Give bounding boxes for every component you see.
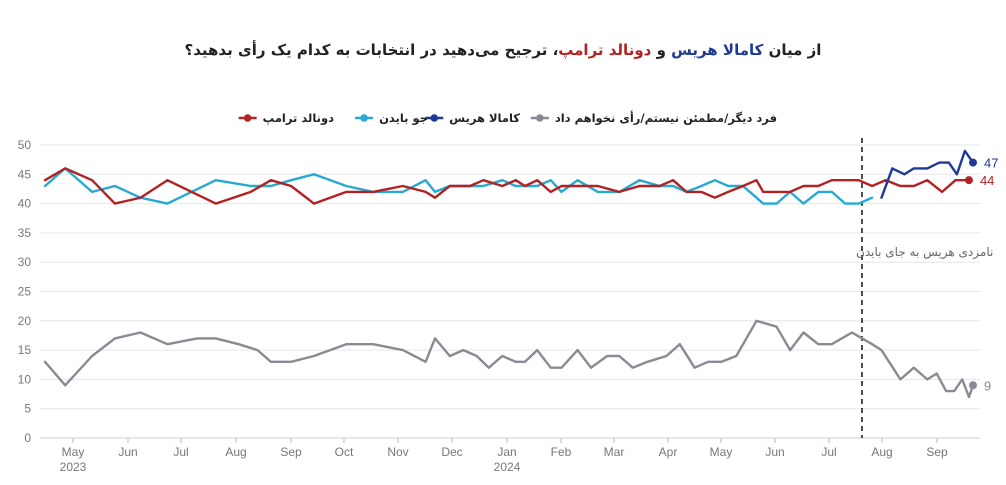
legend: فرد دیگر/مطمئن نیستم/رأی نخواهم داد کامال… <box>238 110 777 126</box>
x-tick-label: Mar <box>604 445 625 459</box>
x-tick-label: Jul <box>821 445 836 459</box>
x-tick-label: Aug <box>871 445 892 459</box>
y-tick-label: 15 <box>18 343 32 357</box>
chart-title: از میان کامالا هریس و دونالد ترامپ، ترجی… <box>185 40 822 59</box>
legend-item-1: جو بایدن <box>355 111 428 126</box>
x-tick-label: Feb <box>551 445 572 459</box>
x-tick-label: Dec <box>441 445 462 459</box>
x-tick-label: May <box>710 445 733 459</box>
x-tick-label: Sep <box>280 445 302 459</box>
legend-swatch-dot <box>430 114 439 122</box>
x-tick-label: Oct <box>335 445 354 459</box>
title-part-1: کامالا هریس <box>671 41 764 59</box>
legend-item-2: کامالا هریس <box>425 111 520 125</box>
x-tick-label: Jul <box>173 445 188 459</box>
legend-item-0: دونالد ترامپ <box>238 111 334 126</box>
legend-label: دونالد ترامپ <box>263 111 334 126</box>
annotation-layer: نامزدی هریس به جای بایدن <box>856 138 993 438</box>
y-tick-label: 20 <box>18 314 32 328</box>
y-tick-label: 50 <box>18 138 32 152</box>
x-tick-label: Aug <box>225 445 246 459</box>
series-layer <box>43 149 977 399</box>
y-tick-label: 10 <box>18 372 32 386</box>
legend-item-3: فرد دیگر/مطمئن نیستم/رأی نخواهم داد <box>530 110 777 126</box>
legend-label: فرد دیگر/مطمئن نیستم/رأی نخواهم داد <box>555 110 777 126</box>
x-tick-label: Apr <box>659 445 678 459</box>
y-tick-label: 5 <box>24 402 31 416</box>
y-tick-label: 35 <box>18 226 32 240</box>
x-tick-label: Jan <box>497 445 516 459</box>
title-part-3: دونالد ترامپ <box>558 41 651 59</box>
x-year-label: 2024 <box>494 460 521 474</box>
x-tick-label: Jun <box>765 445 784 459</box>
legend-label: کامالا هریس <box>449 111 520 125</box>
y-tick-label: 0 <box>24 431 31 445</box>
series-line-2 <box>880 149 975 199</box>
series-end-label-2: 47 <box>984 156 998 171</box>
y-tick-label: 30 <box>18 255 32 269</box>
series-line-3 <box>43 319 975 399</box>
legend-swatch-dot <box>536 114 544 122</box>
x-tick-label: Jun <box>118 445 137 459</box>
annotation-label: نامزدی هریس به جای بایدن <box>856 245 993 260</box>
x-year-label: 2023 <box>60 460 87 474</box>
x-tick-label: Nov <box>387 445 408 459</box>
title-part-0: از میان <box>763 41 821 59</box>
legend-swatch-dot <box>360 114 368 122</box>
y-tick-label: 25 <box>18 285 32 299</box>
x-tick-label: May <box>62 445 85 459</box>
title-part-2: و <box>651 41 671 59</box>
series-end-label-0: 44 <box>980 173 994 188</box>
y-tick-label: 45 <box>18 167 32 181</box>
end-labels: 9 44 47 <box>980 156 999 394</box>
series-end-label-3: 9 <box>984 378 991 393</box>
legend-swatch-dot <box>243 114 252 122</box>
x-tick-label: Sep <box>926 445 948 459</box>
y-tick-label: 40 <box>18 197 32 211</box>
series-end-dot-3 <box>969 381 977 390</box>
series-end-dot-2 <box>969 158 977 167</box>
grid <box>40 144 980 439</box>
x-axis: May Jun Jul Aug Sep Oct Nov Dec Jan Feb Mar Apr May J… <box>60 438 948 474</box>
y-axis: 0 5 10 15 20 25 30 35 40 45 50 <box>18 138 32 445</box>
title-part-4: ، ترجیح می‌دهید در انتخابات به کدام یک ر… <box>185 40 559 59</box>
series-line-0 <box>43 167 971 205</box>
legend-label: جو بایدن <box>379 111 428 126</box>
series-end-dot-0 <box>964 176 973 185</box>
